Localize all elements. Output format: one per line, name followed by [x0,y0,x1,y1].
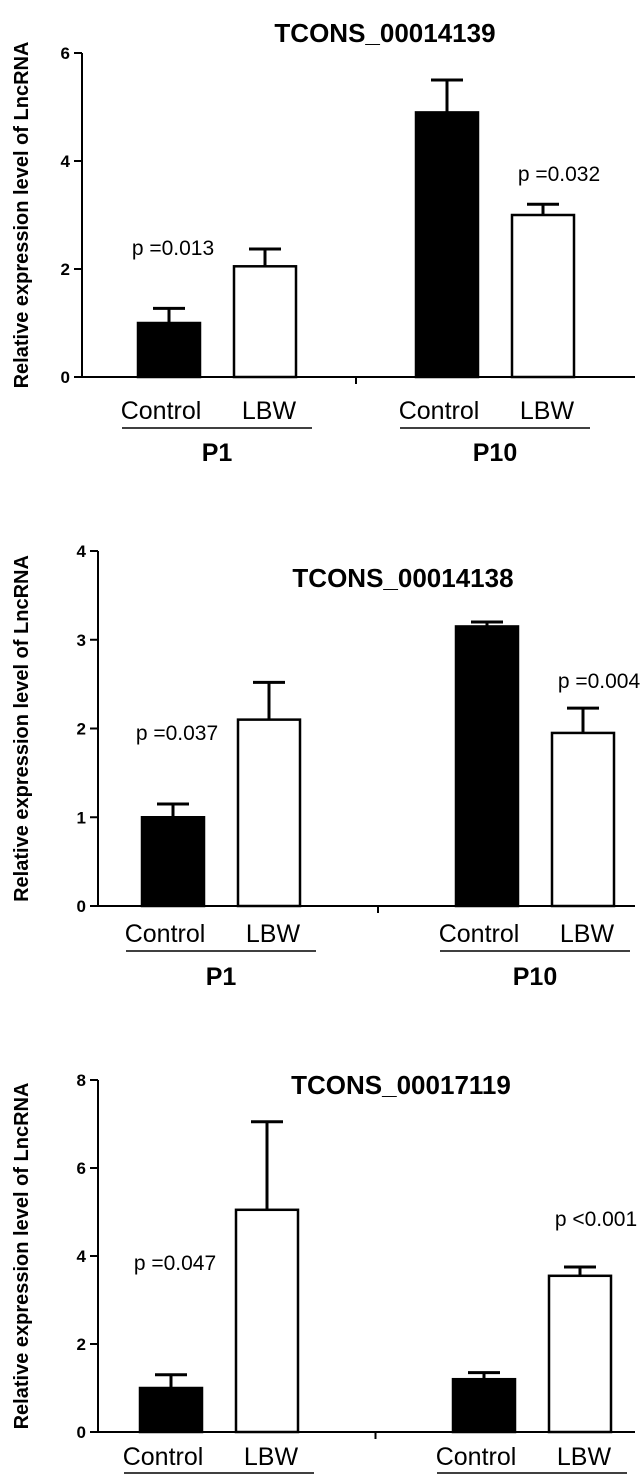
chart-panel-2: TCONS_00014138 Relative expression level … [11,542,640,991]
y-tick-label: 2 [61,260,70,279]
bar-lbw [234,1208,300,1434]
y-tick-label: 2 [77,720,86,739]
group-label: P1 [202,439,233,467]
category-label: Control [123,1443,204,1471]
category-label: Control [125,920,206,948]
p-value-annotation: p =0.032 [518,163,600,186]
bar-control [140,816,206,908]
y-tick-label: 8 [77,1071,86,1090]
bar-control [138,1386,204,1434]
p-value-annotation: p <0.001 [555,1208,637,1231]
category-label: Control [439,920,520,948]
y-tick-label: 0 [77,1423,86,1442]
bar-control [414,111,480,379]
category-label: Control [399,397,480,425]
category-label: LBW [560,920,615,948]
group-label: P10 [473,439,517,467]
bar-control [136,321,202,379]
bar-lbw [232,265,298,379]
bar-control [451,1377,517,1434]
y-axis-label: Relative expression level of LncRNA [11,1083,33,1430]
y-tick-label: 4 [77,1247,87,1266]
bar-lbw [547,1274,613,1434]
chart-panel-3: TCONS_00017119 Relative expression level … [11,1070,637,1484]
chart-panel-1: TCONS_00014139 Relative expression level … [11,18,635,467]
y-tick-label: 0 [61,368,70,387]
y-tick-label: 6 [61,44,70,63]
group-label: P10 [513,963,557,991]
p-value-annotation: p =0.047 [134,1252,216,1275]
y-tick-label: 1 [77,808,86,827]
category-label: LBW [242,397,297,425]
bar-control [454,625,520,908]
category-label: LBW [244,1443,299,1471]
group-label: P1 [206,963,237,991]
chart-title: TCONS_00014138 [292,563,513,593]
category-label: Control [121,397,202,425]
y-axis-label: Relative expression level of LncRNA [11,555,33,902]
category-label: Control [436,1443,517,1471]
y-tick-label: 4 [77,542,87,561]
chart-title: TCONS_00017119 [291,1070,511,1100]
p-value-annotation: p =0.013 [132,237,214,260]
bar-lbw [550,731,616,908]
y-tick-label: 6 [77,1159,86,1178]
y-tick-label: 2 [77,1335,86,1354]
y-tick-label: 4 [61,152,71,171]
bar-lbw [510,213,576,379]
chart-title: TCONS_00014139 [274,18,495,48]
bar-lbw [236,718,302,908]
category-label: LBW [520,397,575,425]
category-label: LBW [557,1443,612,1471]
category-label: LBW [246,920,301,948]
y-tick-label: 3 [77,631,86,650]
p-value-annotation: p =0.037 [136,722,218,745]
p-value-annotation: p =0.004 [558,670,640,693]
y-tick-label: 0 [77,897,86,916]
y-axis-label: Relative expression level of LncRNA [11,42,33,389]
